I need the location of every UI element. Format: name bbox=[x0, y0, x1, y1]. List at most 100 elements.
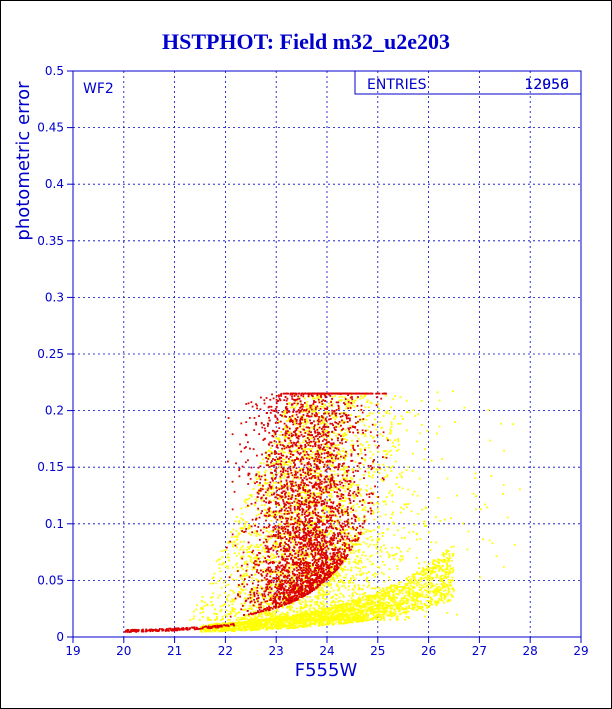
yellow-point bbox=[261, 569, 264, 572]
yellow-point bbox=[297, 470, 300, 473]
yellow-point bbox=[453, 590, 455, 592]
yellow-point bbox=[345, 521, 348, 524]
yellow-point bbox=[290, 616, 293, 619]
yellow-point bbox=[274, 610, 277, 612]
yellow-point bbox=[351, 400, 353, 402]
yellow-point bbox=[288, 624, 291, 627]
yellow-point bbox=[258, 490, 261, 493]
yellow-point bbox=[382, 602, 385, 605]
yellow-point bbox=[350, 486, 353, 488]
yellow-point bbox=[291, 621, 294, 623]
yellow-point bbox=[409, 582, 412, 585]
yellow-point bbox=[373, 511, 375, 514]
yellow-point bbox=[214, 629, 216, 632]
yellow-point bbox=[273, 556, 275, 559]
yellow-point bbox=[435, 583, 438, 586]
yellow-point bbox=[405, 399, 408, 402]
yellow-point bbox=[386, 474, 389, 476]
yellow-point bbox=[293, 622, 296, 625]
yellow-point bbox=[250, 628, 253, 631]
yellow-point bbox=[393, 598, 395, 600]
yellow-point bbox=[235, 613, 237, 616]
yellow-point bbox=[401, 558, 404, 561]
yellow-point bbox=[423, 458, 426, 461]
yellow-point bbox=[339, 606, 342, 609]
yellow-point bbox=[327, 614, 329, 616]
yellow-point bbox=[322, 443, 325, 446]
yellow-point bbox=[439, 580, 442, 583]
yellow-point bbox=[354, 434, 357, 437]
yellow-point bbox=[283, 436, 286, 439]
yellow-point bbox=[381, 613, 384, 616]
yellow-point bbox=[383, 597, 386, 600]
yellow-point bbox=[349, 405, 352, 408]
yellow-point bbox=[226, 627, 229, 630]
yellow-point bbox=[350, 484, 353, 487]
yellow-point bbox=[327, 568, 329, 571]
yellow-point bbox=[350, 597, 353, 600]
yellow-point bbox=[330, 596, 333, 599]
yellow-point bbox=[320, 451, 322, 454]
yellow-point bbox=[360, 607, 362, 609]
yellow-point bbox=[369, 543, 372, 546]
yellow-point bbox=[400, 585, 403, 588]
yellow-point bbox=[353, 617, 356, 620]
yellow-point bbox=[303, 432, 306, 434]
yellow-point bbox=[442, 564, 444, 567]
yellow-point bbox=[433, 584, 436, 587]
yellow-point bbox=[232, 609, 234, 612]
yellow-point bbox=[290, 462, 293, 465]
yellow-point bbox=[412, 530, 415, 533]
yellow-point bbox=[332, 574, 335, 577]
yellow-point bbox=[283, 515, 286, 517]
yellow-point bbox=[329, 559, 332, 562]
yellow-point bbox=[351, 617, 353, 620]
yellow-point bbox=[439, 576, 441, 579]
yellow-point bbox=[363, 514, 366, 517]
yellow-point bbox=[350, 444, 353, 447]
yellow-point bbox=[359, 493, 361, 496]
yellow-point bbox=[251, 620, 253, 623]
yellow-point bbox=[250, 533, 253, 536]
yellow-point bbox=[296, 498, 299, 500]
yellow-point bbox=[435, 541, 437, 544]
yellow-point bbox=[342, 531, 345, 534]
yellow-point bbox=[288, 500, 291, 503]
yellow-point bbox=[283, 476, 285, 479]
yellow-point bbox=[377, 596, 379, 599]
yellow-point bbox=[366, 608, 369, 611]
yellow-point bbox=[352, 594, 354, 597]
yellow-point bbox=[318, 624, 321, 627]
yellow-point bbox=[302, 415, 305, 418]
yellow-point bbox=[367, 467, 370, 470]
yellow-point bbox=[255, 514, 258, 517]
yellow-point bbox=[274, 517, 277, 520]
yellow-point bbox=[358, 490, 361, 492]
yellow-point bbox=[376, 501, 378, 504]
yellow-point bbox=[349, 476, 352, 479]
yellow-point bbox=[303, 580, 305, 582]
yellow-point bbox=[244, 629, 247, 631]
yellow-point bbox=[284, 623, 286, 626]
yellow-point bbox=[321, 511, 324, 514]
yellow-point bbox=[352, 598, 355, 601]
yellow-point bbox=[356, 614, 359, 617]
yellow-point bbox=[287, 491, 290, 494]
yellow-point bbox=[320, 613, 323, 615]
yellow-point bbox=[255, 535, 258, 537]
yellow-point bbox=[393, 586, 396, 589]
yellow-point bbox=[287, 511, 290, 514]
yellow-point bbox=[345, 407, 347, 410]
yellow-point bbox=[326, 448, 329, 451]
yellow-point bbox=[378, 613, 380, 616]
yellow-point bbox=[332, 600, 335, 602]
yellow-point bbox=[362, 614, 365, 617]
yellow-point bbox=[411, 589, 414, 592]
yellow-point bbox=[345, 544, 348, 547]
yellow-point bbox=[371, 601, 374, 604]
yellow-point bbox=[278, 560, 281, 563]
yellow-point bbox=[242, 626, 245, 628]
yellow-point bbox=[402, 611, 405, 614]
yellow-point bbox=[305, 614, 307, 617]
yellow-point bbox=[302, 424, 305, 427]
